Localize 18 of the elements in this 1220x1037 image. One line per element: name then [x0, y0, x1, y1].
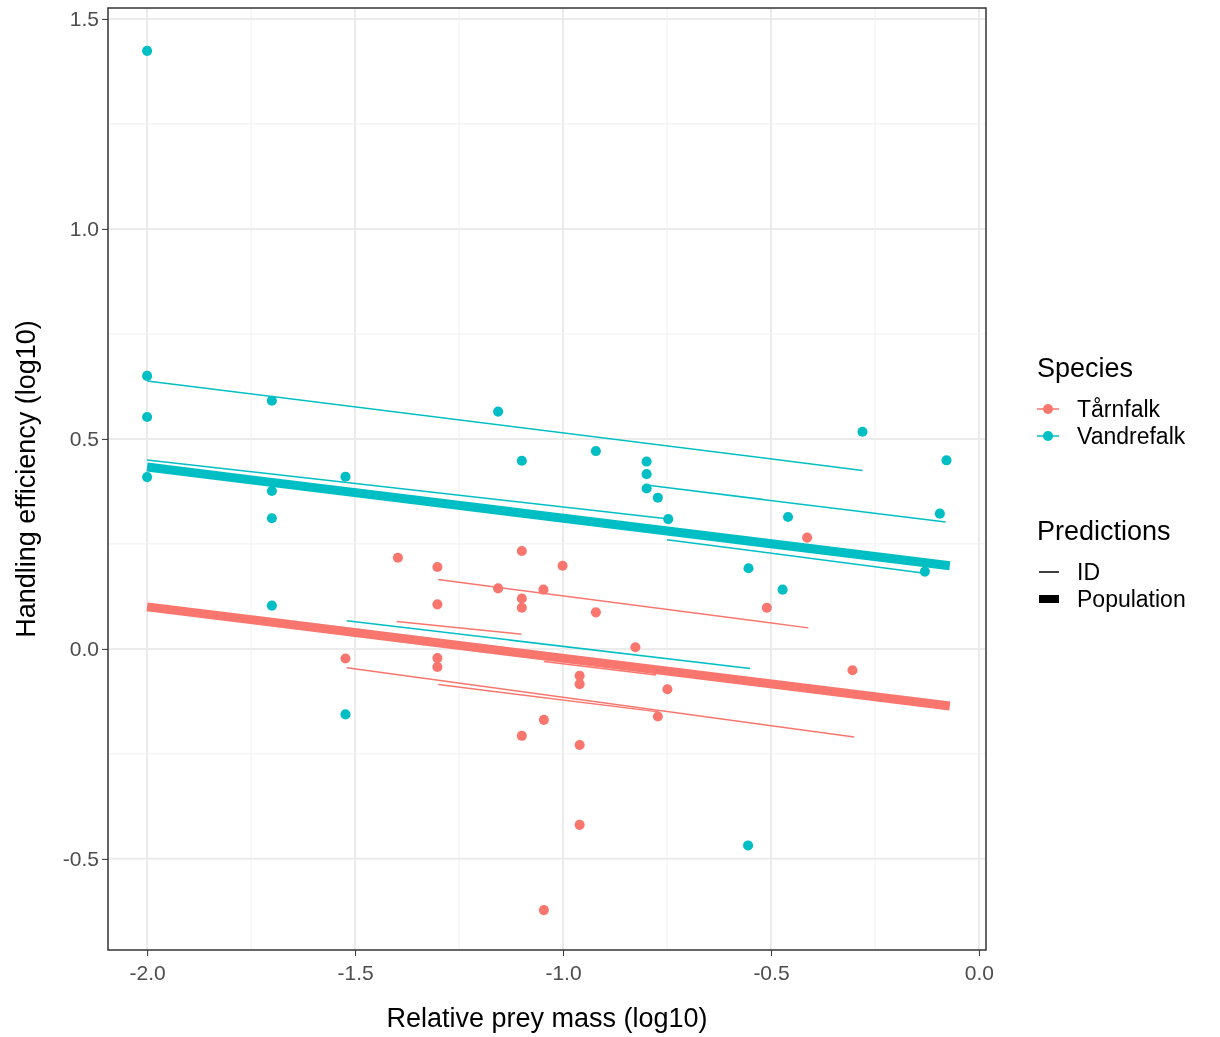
x-tick-label: -1.0: [545, 961, 582, 984]
y-tick-label: 0.5: [69, 427, 99, 451]
y-axis-title: Handling efficiency (log10): [11, 320, 41, 638]
legend-label: Tårnfalk: [1077, 396, 1161, 422]
x-axis-title: Relative prey mass (log10): [386, 1003, 708, 1033]
x-tick-label: 0.0: [964, 961, 995, 984]
text: Population: [1077, 586, 1186, 612]
x-tick-label: -0.5: [753, 961, 790, 984]
text: ID: [1077, 559, 1100, 585]
text: Predictions: [1037, 516, 1171, 546]
y-tick-label: 0.0: [69, 637, 99, 661]
y-tick-label: -0.5: [62, 847, 99, 871]
legend-title: Species: [1037, 353, 1134, 383]
x-tick-label: -1.5: [337, 961, 374, 984]
y-tick-label: 1.0: [69, 217, 99, 241]
x-tick-label: -2.0: [129, 961, 166, 984]
legend-label: Vandrefalk: [1077, 423, 1186, 449]
y-tick-label: 1.5: [69, 7, 99, 31]
